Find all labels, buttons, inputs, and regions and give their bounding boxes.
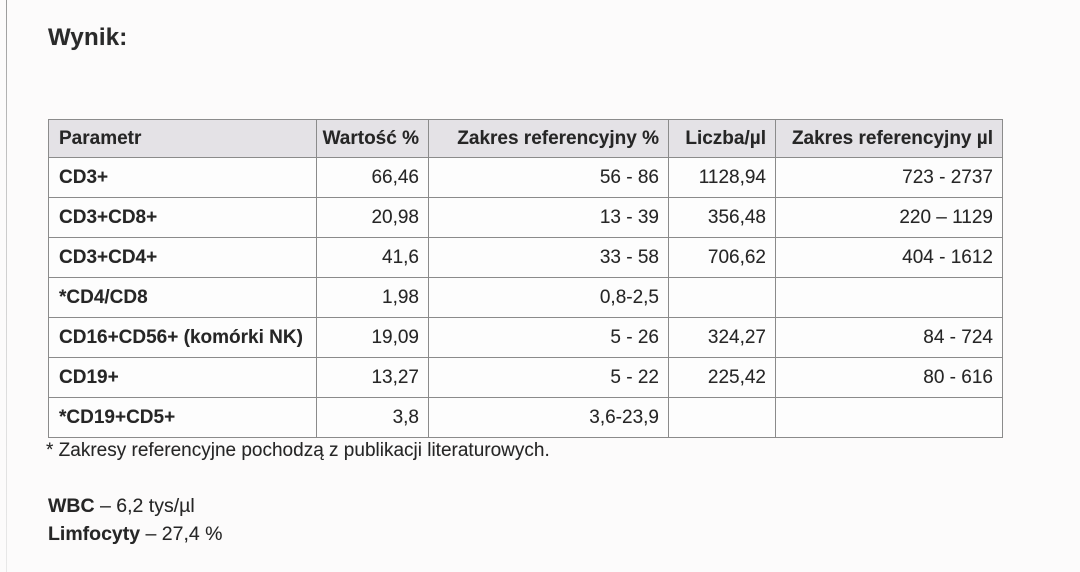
cell-zakres-ref-pct: 13 - 39 [428,197,669,238]
cell-zakres-ref-ul: 723 - 2737 [775,157,1003,198]
table-row: *CD19+CD5+ 3,8 3,6-23,9 [48,397,1003,438]
cell-parametr: CD3+CD4+ [48,237,317,278]
cell-wartosc-pct: 19,09 [316,317,429,358]
cell-zakres-ref-ul: 404 - 1612 [775,237,1003,278]
wbc-label: WBC [48,495,95,517]
cell-zakres-ref-pct: 33 - 58 [428,237,669,278]
scan-edge-line [6,0,7,572]
results-table: Parametr Wartość % Zakres referencyjny %… [48,119,1003,438]
limfocyty-line: Limfocyty – 27,4 % [48,520,223,548]
cell-wartosc-pct: 1,98 [316,277,429,318]
cell-liczba-ul [668,397,776,438]
cell-parametr: CD3+CD8+ [48,197,317,238]
wbc-value: – 6,2 tys/µl [94,495,195,517]
cell-wartosc-pct: 3,8 [316,397,429,438]
cell-liczba-ul: 324,27 [668,317,776,358]
table-row: CD3+CD4+ 41,6 33 - 58 706,62 404 - 1612 [48,237,1003,278]
cell-parametr: CD3+ [48,157,317,198]
cell-zakres-ref-pct: 5 - 26 [428,317,669,358]
cell-zakres-ref-ul [775,397,1003,438]
header-zakres-ref-ul: Zakres referencyjny µl [775,119,1003,158]
cell-liczba-ul [668,277,776,318]
header-wartosc-pct: Wartość % [316,119,429,158]
results-table-header: Parametr Wartość % Zakres referencyjny %… [48,119,1003,158]
header-zakres-ref-pct: Zakres referencyjny % [428,119,669,158]
header-liczba-ul: Liczba/µl [668,119,776,158]
wbc-line: WBC – 6,2 tys/µl [48,492,223,520]
limfocyty-label: Limfocyty [48,523,141,545]
cell-parametr: *CD4/CD8 [48,277,317,318]
cell-zakres-ref-pct: 0,8-2,5 [428,277,669,318]
cell-zakres-ref-pct: 56 - 86 [428,157,669,198]
reference-footnote: * Zakresy referencyjne pochodzą z publik… [46,440,550,461]
cell-zakres-ref-ul [775,277,1003,318]
cell-wartosc-pct: 20,98 [316,197,429,238]
table-row: CD16+CD56+ (komórki NK) 19,09 5 - 26 324,27… [48,317,1003,358]
limfocyty-value: – 27,4 % [140,523,223,545]
cell-zakres-ref-ul: 220 – 1129 [775,197,1003,238]
table-row: CD19+ 13,27 5 - 22 225,42 80 - 616 [48,357,1003,398]
header-parametr: Parametr [48,119,317,158]
header-row: Parametr Wartość % Zakres referencyjny %… [48,119,1003,158]
table-row: CD3+CD8+ 20,98 13 - 39 356,48 220 – 1129 [48,197,1003,238]
cell-liczba-ul: 225,42 [668,357,776,398]
table-row: *CD4/CD8 1,98 0,8-2,5 [48,277,1003,318]
cell-zakres-ref-ul: 84 - 724 [775,317,1003,358]
cell-liczba-ul: 356,48 [668,197,776,238]
cell-liczba-ul: 1128,94 [668,157,776,198]
cell-parametr: CD19+ [48,357,317,398]
cell-zakres-ref-ul: 80 - 616 [775,357,1003,398]
cell-zakres-ref-pct: 3,6-23,9 [428,397,669,438]
cell-parametr: CD16+CD56+ (komórki NK) [48,317,317,358]
table-row: CD3+ 66,46 56 - 86 1128,94 723 - 2737 [48,157,1003,198]
cell-wartosc-pct: 13,27 [316,357,429,398]
page-title: Wynik: [48,24,128,51]
results-table-body: CD3+ 66,46 56 - 86 1128,94 723 - 2737 CD3+CD8… [48,157,1003,438]
cell-wartosc-pct: 41,6 [316,237,429,278]
summary-block: WBC – 6,2 tys/µl Limfocyty – 27,4 % [48,492,223,548]
cell-zakres-ref-pct: 5 - 22 [428,357,669,398]
cell-wartosc-pct: 66,46 [316,157,429,198]
cell-parametr: *CD19+CD5+ [48,397,317,438]
cell-liczba-ul: 706,62 [668,237,776,278]
